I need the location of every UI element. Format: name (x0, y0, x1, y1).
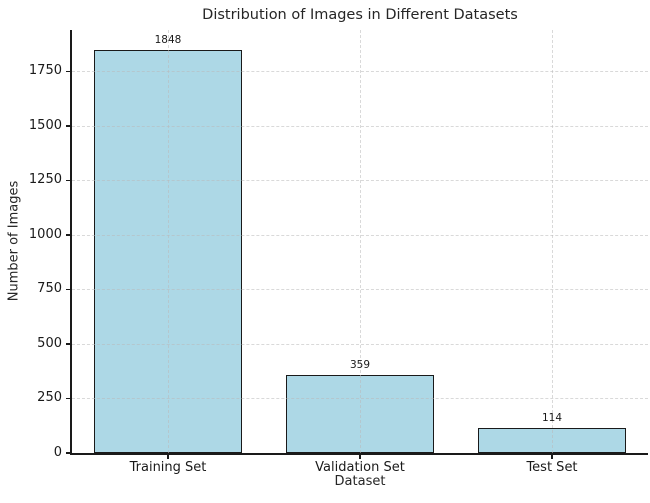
y-tick-mark (65, 452, 71, 454)
bar-value-label: 359 (349, 358, 371, 371)
y-tick-label: 250 (37, 390, 62, 406)
y-tick-mark (65, 179, 71, 182)
x-tick-mark (551, 454, 553, 459)
y-tick-label: 0 (53, 445, 62, 460)
x-tick-mark (359, 454, 361, 459)
y-tick-label: 500 (37, 335, 62, 351)
y-tick-mark (65, 343, 71, 345)
y-tick-mark (65, 397, 71, 400)
plot-area: 0 250 500 750 1000 1250 1500 1750 1848 Training S… (29, 30, 649, 475)
gridline-vertical (168, 30, 169, 453)
gridline-vertical (552, 30, 553, 453)
y-tick-label: 1250 (28, 172, 62, 188)
x-tick-mark (167, 454, 169, 459)
y-tick-mark (65, 125, 71, 127)
chart-title: Distribution of Images in Different Data… (202, 7, 518, 23)
bar-value-label: 114 (541, 412, 563, 425)
y-tick-label: 750 (37, 281, 62, 297)
y-tick-label: 1750 (28, 63, 62, 79)
gridline-vertical (360, 30, 361, 453)
y-axis-spine (70, 30, 72, 453)
x-tick-label: Training Set (129, 460, 207, 475)
x-tick-label: Validation Set (315, 460, 405, 475)
y-tick-mark (65, 288, 71, 291)
x-axis-label: Dataset (334, 474, 386, 489)
x-tick-label: Test Set (526, 460, 578, 475)
y-tick-label: 1500 (28, 117, 62, 133)
y-tick-mark (65, 234, 71, 236)
bar-value-label: 1848 (154, 34, 182, 47)
y-tick-label: 1000 (28, 226, 62, 242)
y-tick-mark (65, 70, 71, 73)
x-axis-spine (70, 453, 649, 455)
